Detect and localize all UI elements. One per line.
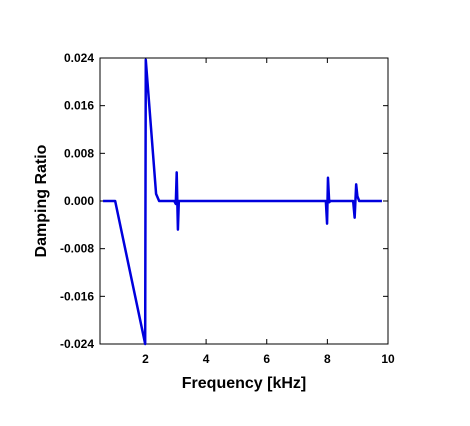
y-axis-title: Damping Ratio (33, 144, 50, 257)
y-tick-label: 0.000 (64, 194, 94, 208)
y-tick-label: 0.024 (64, 51, 94, 65)
tick-labels: 2 4 6 8 10 0.024 0.016 0.008 0.000 -0.008 -0.016 -0… (60, 51, 395, 366)
series-line (103, 58, 382, 346)
y-tick-label: -0.016 (60, 289, 94, 303)
y-tick-label: -0.024 (60, 337, 94, 351)
x-axis-title: Frequency [kHz] (182, 375, 306, 392)
axis-ticks (100, 57, 389, 345)
x-tick-label: 6 (263, 352, 270, 366)
x-tick-label: 4 (203, 352, 210, 366)
x-tick-label: 2 (142, 352, 149, 366)
y-tick-label: 0.008 (64, 146, 94, 160)
y-tick-label: 0.016 (64, 99, 94, 113)
y-tick-label: -0.008 (60, 242, 94, 256)
x-tick-label: 8 (324, 352, 331, 366)
x-tick-label: 10 (381, 352, 395, 366)
series-layer (103, 58, 382, 346)
